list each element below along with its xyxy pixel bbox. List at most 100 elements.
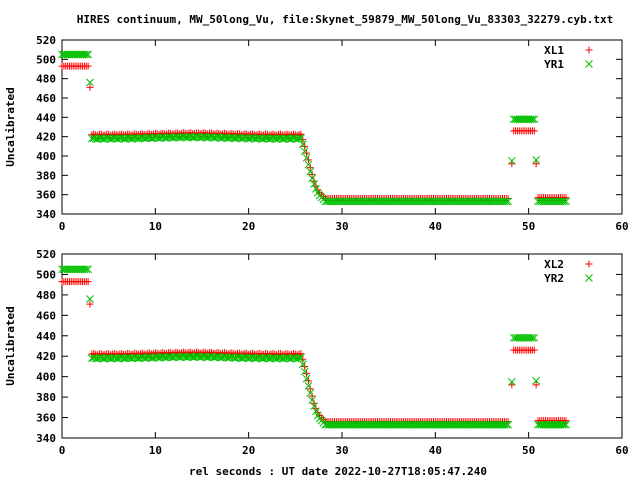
data-point-cross bbox=[375, 420, 384, 429]
legend-marker bbox=[585, 60, 593, 68]
data-point-cross bbox=[498, 197, 507, 206]
data-point-cross bbox=[496, 197, 505, 206]
data-point-cross bbox=[435, 197, 443, 206]
data-point-cross bbox=[397, 420, 406, 429]
data-point-cross bbox=[360, 197, 369, 206]
data-point-cross bbox=[502, 420, 511, 429]
data-point-cross bbox=[474, 197, 483, 206]
x-tick-label: 20 bbox=[242, 444, 255, 457]
data-point-plus bbox=[84, 278, 92, 286]
data-point-plus bbox=[532, 381, 540, 389]
data-point-cross bbox=[306, 167, 315, 176]
legend-plus-marker bbox=[585, 46, 593, 54]
data-point-cross bbox=[401, 197, 410, 206]
data-point-cross bbox=[480, 420, 488, 429]
data-point-cross bbox=[517, 333, 526, 342]
data-point-cross bbox=[336, 420, 344, 429]
figure-title: HIRES continuum, MW_50long_Vu, file:Skyn… bbox=[77, 13, 613, 26]
data-point-cross bbox=[73, 265, 81, 274]
data-point-cross bbox=[74, 265, 83, 274]
data-point-cross bbox=[526, 115, 535, 124]
x-tick-label: 0 bbox=[59, 220, 66, 233]
data-point-cross bbox=[366, 420, 374, 429]
data-point-cross bbox=[58, 265, 66, 274]
data-point-cross bbox=[364, 420, 372, 429]
data-point-cross bbox=[382, 420, 391, 429]
data-point-cross bbox=[347, 420, 356, 429]
data-point-cross bbox=[405, 420, 414, 429]
x-tick-label: 30 bbox=[335, 444, 348, 457]
data-point-cross bbox=[61, 50, 70, 59]
data-point-cross bbox=[308, 396, 316, 405]
data-point-cross bbox=[326, 420, 335, 429]
data-point-cross bbox=[468, 420, 477, 429]
data-point-cross bbox=[521, 115, 529, 124]
data-point-cross bbox=[414, 197, 423, 206]
y-tick-label: 400 bbox=[36, 150, 56, 163]
y-tick-label: 460 bbox=[36, 92, 56, 105]
data-point-plus bbox=[530, 346, 538, 354]
data-point-cross bbox=[536, 197, 544, 206]
data-point-cross bbox=[431, 197, 440, 206]
data-point-cross bbox=[461, 197, 470, 206]
data-point-cross bbox=[65, 265, 74, 274]
data-point-cross bbox=[371, 197, 380, 206]
data-point-cross bbox=[338, 420, 346, 429]
data-point-cross bbox=[353, 420, 361, 429]
data-point-cross bbox=[312, 185, 320, 193]
data-point-cross bbox=[437, 197, 445, 206]
y-tick-label: 500 bbox=[36, 268, 56, 281]
data-point-cross bbox=[427, 197, 436, 206]
data-point-cross bbox=[496, 420, 505, 429]
data-point-cross bbox=[390, 197, 399, 206]
y-tick-label: 440 bbox=[36, 111, 56, 124]
data-point-cross bbox=[63, 265, 72, 274]
data-point-cross bbox=[442, 420, 451, 429]
data-point-plus bbox=[532, 160, 540, 168]
y-tick-label: 340 bbox=[36, 208, 56, 221]
data-point-cross bbox=[321, 197, 330, 206]
data-point-cross bbox=[550, 197, 559, 206]
data-point-cross bbox=[384, 197, 393, 206]
data-point-cross bbox=[433, 197, 442, 206]
data-point-cross bbox=[541, 420, 550, 429]
data-point-cross bbox=[298, 140, 307, 149]
data-point-cross bbox=[444, 420, 453, 429]
data-point-cross bbox=[463, 197, 471, 206]
data-point-cross bbox=[427, 420, 436, 429]
data-point-cross bbox=[500, 197, 509, 206]
data-point-cross bbox=[476, 197, 484, 206]
data-point-cross bbox=[446, 197, 455, 206]
x-tick-label: 60 bbox=[615, 220, 628, 233]
legend-cross-marker bbox=[585, 274, 593, 282]
data-point-cross bbox=[552, 197, 561, 206]
data-point-cross bbox=[358, 420, 367, 429]
legend-cross-marker bbox=[585, 60, 593, 68]
data-point-cross bbox=[362, 420, 371, 429]
data-point-plus bbox=[530, 127, 538, 135]
data-point-cross bbox=[513, 115, 522, 124]
data-point-plus bbox=[86, 83, 94, 91]
data-point-cross bbox=[369, 197, 378, 206]
data-point-cross bbox=[504, 420, 512, 429]
legend-marker bbox=[585, 274, 593, 282]
data-point-cross bbox=[465, 197, 473, 206]
data-point-cross bbox=[381, 420, 389, 429]
data-point-cross bbox=[345, 197, 354, 206]
data-point-cross bbox=[530, 115, 539, 124]
data-point-cross bbox=[435, 420, 443, 429]
data-point-cross bbox=[373, 420, 382, 429]
data-point-cross bbox=[386, 420, 395, 429]
data-point-cross bbox=[422, 420, 430, 429]
data-point-cross bbox=[340, 197, 348, 206]
data-point-cross bbox=[530, 333, 539, 342]
data-point-cross bbox=[528, 333, 537, 342]
data-point-cross bbox=[412, 420, 421, 429]
data-point-cross bbox=[323, 420, 331, 429]
panel-top: 340 360 380 400 420 440 460 480 500 520 0 10 20 30 40 5… bbox=[4, 34, 629, 233]
data-point-cross bbox=[452, 420, 460, 429]
data-point-cross bbox=[356, 197, 365, 206]
data-point-cross bbox=[369, 420, 378, 429]
x-tick-label: 50 bbox=[522, 444, 535, 457]
data-point-cross bbox=[418, 420, 427, 429]
